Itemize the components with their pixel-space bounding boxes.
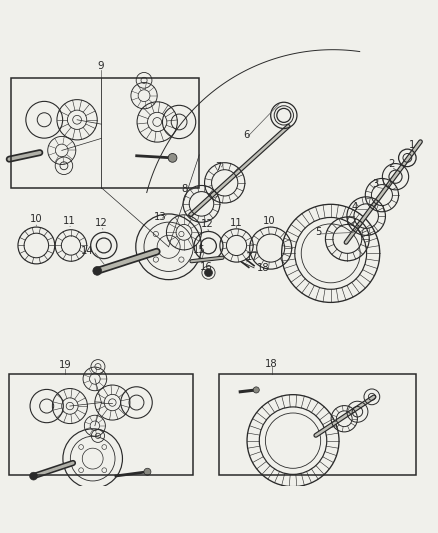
Text: 7: 7 [215, 161, 221, 172]
Text: 16: 16 [199, 262, 212, 272]
Text: 18: 18 [265, 359, 278, 369]
Text: 13: 13 [154, 212, 166, 222]
Text: 18: 18 [257, 263, 269, 273]
Text: 12: 12 [95, 217, 108, 228]
Text: 4: 4 [352, 202, 358, 212]
Circle shape [144, 469, 151, 475]
Text: 19: 19 [58, 360, 71, 370]
Text: 10: 10 [30, 214, 42, 224]
Text: 11: 11 [63, 215, 76, 225]
Circle shape [168, 154, 177, 162]
Text: 8: 8 [182, 184, 188, 195]
Text: 15: 15 [193, 245, 206, 255]
Text: 17: 17 [246, 252, 259, 262]
Text: 11: 11 [230, 217, 243, 228]
Text: 5: 5 [315, 228, 321, 237]
Circle shape [93, 266, 102, 275]
Bar [219, 374, 416, 474]
Bar [11, 78, 199, 188]
Text: 14: 14 [81, 246, 93, 256]
Bar [9, 374, 193, 474]
Circle shape [205, 269, 212, 277]
Text: 1: 1 [409, 140, 415, 150]
Text: 6: 6 [243, 130, 249, 140]
Text: 10: 10 [263, 216, 275, 227]
Circle shape [253, 387, 259, 393]
Text: 9: 9 [97, 61, 104, 71]
Circle shape [30, 472, 38, 480]
Text: 2: 2 [388, 159, 394, 169]
Text: 12: 12 [201, 219, 214, 229]
Text: 3: 3 [372, 179, 378, 189]
